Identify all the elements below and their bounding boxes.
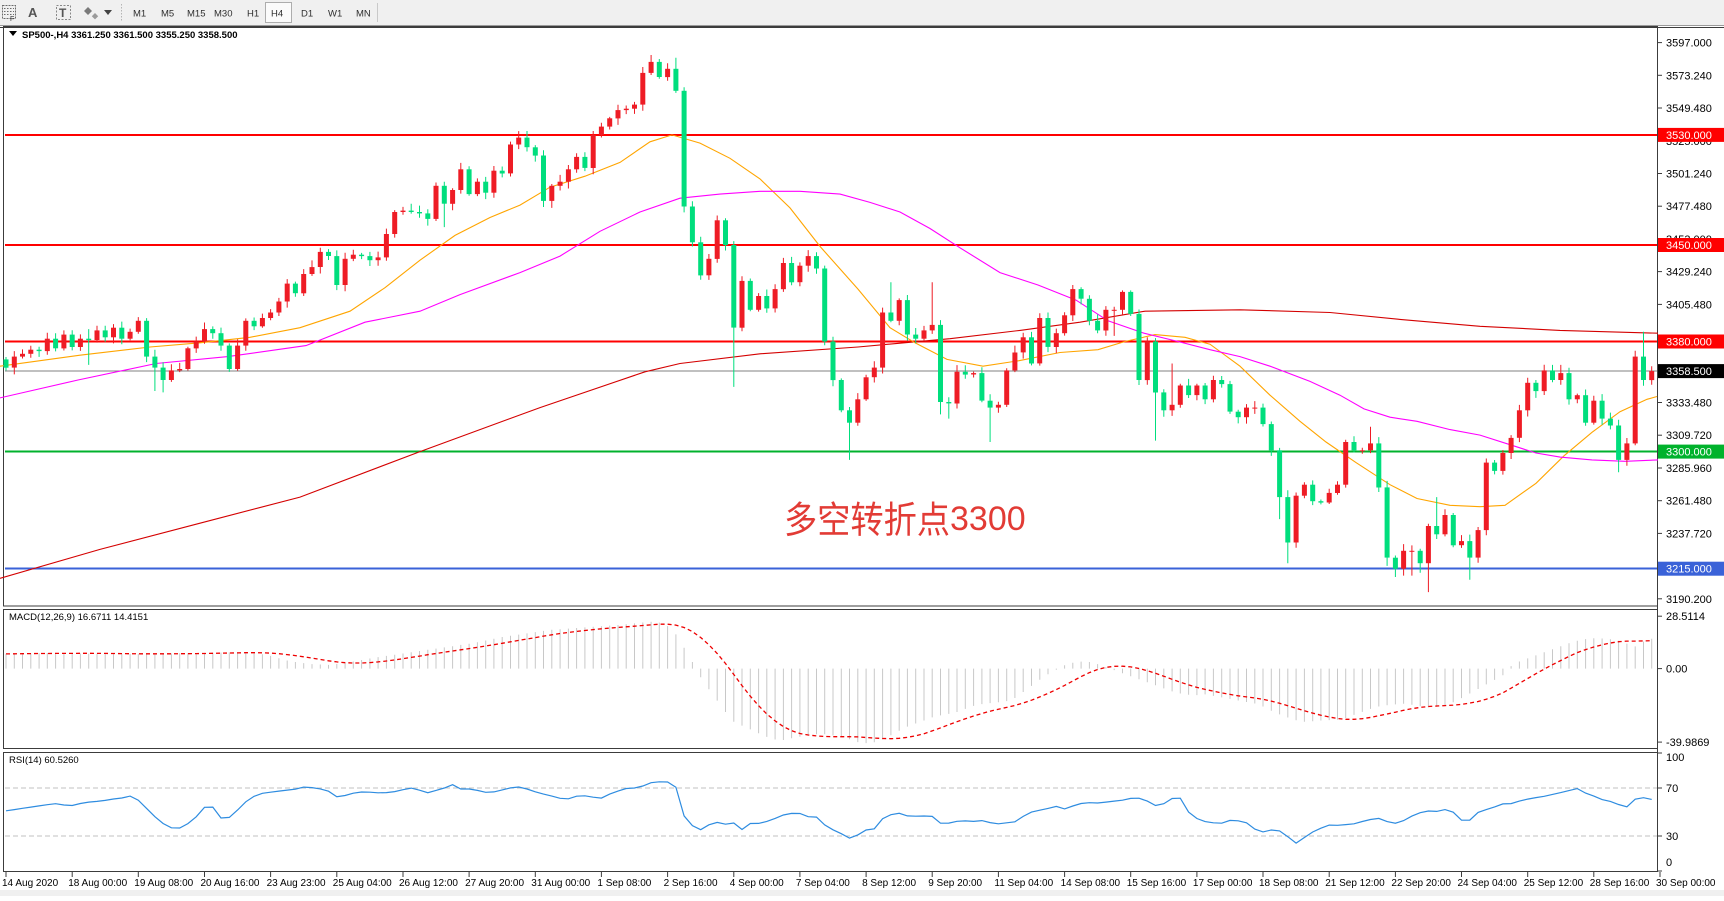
svg-text:25 Sep 12:00: 25 Sep 12:00	[1524, 878, 1584, 889]
svg-text:18 Sep 08:00: 18 Sep 08:00	[1259, 878, 1319, 889]
svg-text:0: 0	[1666, 857, 1672, 869]
svg-text:1 Sep 08:00: 1 Sep 08:00	[597, 878, 651, 889]
svg-text:3405.480: 3405.480	[1666, 299, 1712, 311]
svg-text:27 Aug 20:00: 27 Aug 20:00	[465, 878, 524, 889]
svg-text:MACD(12,26,9) 16.6711 14.4151: MACD(12,26,9) 16.6711 14.4151	[9, 612, 148, 623]
svg-text:30 Sep 00:00: 30 Sep 00:00	[1656, 878, 1716, 889]
svg-text:9 Sep 20:00: 9 Sep 20:00	[928, 878, 982, 889]
svg-text:H4: H4	[271, 9, 283, 20]
svg-text:23 Aug 23:00: 23 Aug 23:00	[267, 878, 326, 889]
svg-text:3300.000: 3300.000	[1666, 447, 1712, 459]
svg-text:19 Aug 08:00: 19 Aug 08:00	[134, 878, 193, 889]
svg-text:15 Sep 16:00: 15 Sep 16:00	[1127, 878, 1187, 889]
svg-text:3429.240: 3429.240	[1666, 267, 1712, 279]
svg-text:M5: M5	[161, 9, 174, 20]
svg-text:4 Sep 00:00: 4 Sep 00:00	[730, 878, 784, 889]
svg-text:14 Sep 08:00: 14 Sep 08:00	[1061, 878, 1121, 889]
svg-text:100: 100	[1666, 752, 1684, 764]
svg-text:F: F	[10, 16, 14, 23]
svg-text:21 Sep 12:00: 21 Sep 12:00	[1325, 878, 1385, 889]
svg-text:3549.480: 3549.480	[1666, 103, 1712, 115]
svg-text:3358.500: 3358.500	[1666, 366, 1712, 378]
svg-text:22 Sep 20:00: 22 Sep 20:00	[1391, 878, 1451, 889]
svg-text:25 Aug 04:00: 25 Aug 04:00	[333, 878, 392, 889]
svg-text:17 Sep 00:00: 17 Sep 00:00	[1193, 878, 1253, 889]
svg-text:-39.9869: -39.9869	[1666, 737, 1709, 749]
svg-text:3573.240: 3573.240	[1666, 70, 1712, 82]
svg-text:3597.000: 3597.000	[1666, 38, 1712, 50]
svg-text:0.00: 0.00	[1666, 664, 1687, 676]
svg-text:24 Sep 04:00: 24 Sep 04:00	[1458, 878, 1518, 889]
svg-text:14 Aug 2020: 14 Aug 2020	[2, 878, 59, 889]
svg-text:3237.720: 3237.720	[1666, 528, 1712, 540]
svg-text:3380.000: 3380.000	[1666, 337, 1712, 349]
svg-text:11 Sep 04:00: 11 Sep 04:00	[994, 878, 1053, 889]
svg-text:3261.480: 3261.480	[1666, 496, 1712, 508]
svg-text:A: A	[28, 5, 38, 20]
svg-text:3333.480: 3333.480	[1666, 398, 1712, 410]
svg-text:M30: M30	[214, 9, 232, 20]
svg-text:28 Sep 16:00: 28 Sep 16:00	[1590, 878, 1650, 889]
svg-text:26 Aug 12:00: 26 Aug 12:00	[399, 878, 458, 889]
svg-text:3300: 3300	[950, 500, 1026, 538]
svg-text:M1: M1	[133, 9, 146, 20]
svg-text:M15: M15	[187, 9, 205, 20]
svg-text:3450.000: 3450.000	[1666, 240, 1712, 252]
svg-text:T: T	[59, 6, 67, 20]
svg-text:3215.000: 3215.000	[1666, 564, 1712, 576]
svg-text:3477.480: 3477.480	[1666, 201, 1712, 213]
svg-text:70: 70	[1666, 783, 1678, 795]
svg-text:8 Sep 12:00: 8 Sep 12:00	[862, 878, 916, 889]
svg-text:3309.720: 3309.720	[1666, 430, 1712, 442]
svg-text:2 Sep 16:00: 2 Sep 16:00	[664, 878, 718, 889]
svg-text:28.5114: 28.5114	[1666, 611, 1705, 623]
svg-text:SP500-,H4 3361.250 3361.500 3: SP500-,H4 3361.250 3361.500 3355.250 335…	[22, 30, 238, 41]
svg-text:31 Aug 00:00: 31 Aug 00:00	[531, 878, 590, 889]
svg-text:MN: MN	[356, 9, 371, 20]
svg-text:3285.960: 3285.960	[1666, 463, 1712, 475]
svg-text:3501.240: 3501.240	[1666, 169, 1712, 181]
svg-text:D1: D1	[301, 9, 313, 20]
svg-text:3530.000: 3530.000	[1666, 130, 1712, 142]
svg-text:18 Aug 00:00: 18 Aug 00:00	[68, 878, 127, 889]
svg-text:3190.200: 3190.200	[1666, 594, 1712, 606]
svg-text:H1: H1	[247, 9, 259, 20]
svg-text:7 Sep 04:00: 7 Sep 04:00	[796, 878, 850, 889]
svg-text:W1: W1	[328, 9, 342, 20]
svg-text:20 Aug 16:00: 20 Aug 16:00	[201, 878, 260, 889]
svg-text:RSI(14) 60.5260: RSI(14) 60.5260	[9, 755, 79, 766]
svg-text:30: 30	[1666, 831, 1678, 843]
